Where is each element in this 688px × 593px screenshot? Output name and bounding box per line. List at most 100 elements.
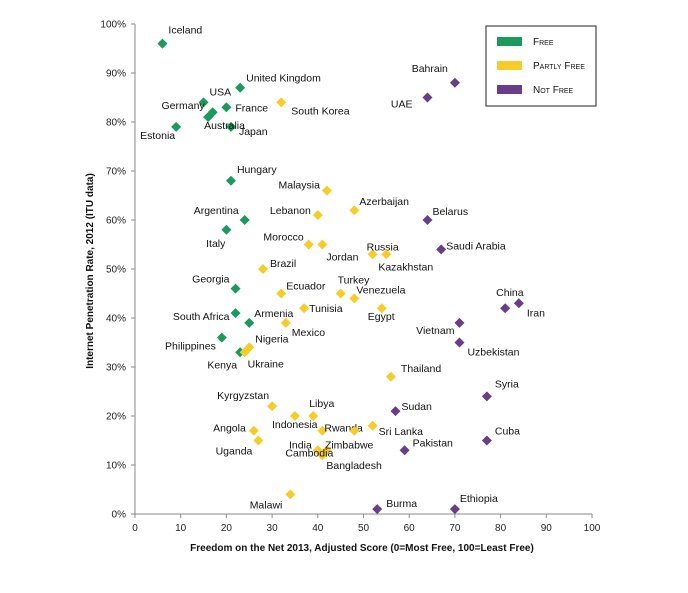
point-iran	[513, 298, 524, 309]
y-tick-label: 90%	[106, 69, 126, 80]
x-tick-label: 20	[221, 523, 233, 534]
label-iceland: Iceland	[168, 25, 202, 37]
label-australia: Australia	[204, 120, 245, 132]
label-jordan: Jordan	[326, 252, 358, 264]
label-united-kingdom: United Kingdom	[246, 73, 321, 85]
y-tick-label: 70%	[106, 167, 126, 178]
label-angola: Angola	[213, 423, 246, 435]
x-tick-label: 0	[132, 523, 138, 534]
point-bahrain	[449, 77, 460, 88]
y-tick-label: 40%	[106, 314, 126, 325]
x-tick-label: 80	[495, 523, 507, 534]
label-estonia: Estonia	[140, 130, 175, 142]
point-south-korea	[276, 97, 287, 108]
legend-label-partly-free: Partly Free	[533, 61, 585, 72]
point-vietnam	[454, 317, 465, 328]
label-bangladesh: Bangladesh	[326, 460, 382, 472]
point-turkey	[335, 288, 346, 299]
point-usa	[198, 97, 209, 108]
point-ukraine	[239, 347, 250, 358]
point-brazil	[257, 264, 268, 274]
label-tunisia: Tunisia	[309, 303, 343, 315]
x-axis-title: Freedom on the Net 2013, Adjusted Score …	[190, 543, 534, 554]
point-angola	[248, 425, 259, 436]
legend-swatch-not-free	[497, 85, 522, 94]
label-philippines: Philippines	[165, 341, 216, 353]
y-tick-label: 100%	[100, 20, 126, 31]
label-syria: Syria	[495, 378, 519, 390]
point-cuba	[481, 435, 492, 446]
point-rwanda	[317, 425, 328, 436]
point-indonesia	[289, 411, 300, 421]
legend-swatch-free	[497, 37, 522, 46]
point-belarus	[422, 215, 433, 225]
x-tick-label: 40	[312, 523, 324, 534]
label-malaysia: Malaysia	[279, 180, 321, 192]
point-china	[500, 303, 511, 314]
label-india: India	[289, 439, 312, 451]
point-malawi	[285, 489, 296, 500]
point-morocco	[303, 239, 314, 250]
point-united-kingdom	[235, 82, 246, 93]
point-sudan	[390, 406, 401, 417]
label-sri-lanka: Sri Lanka	[379, 426, 424, 438]
label-cambodia: Cambodia	[285, 448, 333, 460]
y-tick-labels: 0% 10% 20% 30% 40% 50% 60% 70% 80% 90% 100%	[100, 20, 135, 521]
label-south-korea: South Korea	[291, 105, 350, 117]
label-thailand: Thailand	[401, 363, 441, 375]
label-zimbabwe: Zimbabwe	[325, 439, 374, 451]
label-vietnam: Vietnam	[416, 325, 455, 337]
y-tick-label: 50%	[106, 265, 126, 276]
label-ecuador: Ecuador	[286, 281, 326, 293]
y-tick-label: 80%	[106, 118, 126, 129]
point-russia	[367, 249, 378, 260]
x-tick-label: 100	[584, 523, 601, 534]
point-france	[221, 102, 232, 113]
label-kazakhstan: Kazakhstan	[378, 261, 433, 273]
y-tick-label: 10%	[106, 461, 126, 472]
point-cambodia	[349, 425, 360, 436]
point-libya	[308, 411, 319, 421]
point-pakistan	[399, 445, 410, 456]
point-armenia	[244, 317, 255, 328]
x-tick-label: 30	[267, 523, 279, 534]
label-south-africa: South Africa	[173, 311, 230, 323]
point-ethiopia	[449, 504, 460, 515]
point-venezuela	[349, 293, 360, 304]
label-malawi: Malawi	[250, 499, 283, 511]
label-hungary: Hungary	[237, 164, 277, 176]
point-syria	[481, 391, 492, 402]
point-hungary	[225, 175, 236, 186]
label-argentina: Argentina	[194, 205, 239, 217]
x-tick-label: 10	[175, 523, 187, 534]
point-burma	[372, 504, 383, 515]
point-uganda	[253, 435, 264, 446]
label-iran: Iran	[527, 307, 545, 319]
point-sri-lanka	[367, 420, 378, 431]
label-indonesia: Indonesia	[272, 419, 318, 431]
point-australia	[203, 112, 214, 123]
label-georgia: Georgia	[192, 274, 230, 286]
label-lebanon: Lebanon	[270, 205, 311, 217]
label-uzbekistan: Uzbekistan	[467, 347, 519, 359]
point-estonia	[171, 121, 182, 132]
label-bahrain: Bahrain	[412, 63, 448, 75]
label-saudi-arabia: Saudi Arabia	[446, 240, 506, 252]
label-kenya: Kenya	[207, 359, 237, 371]
label-uganda: Uganda	[216, 446, 253, 458]
point-kyrgyzstan	[267, 401, 278, 412]
label-sudan: Sudan	[401, 401, 432, 413]
legend-swatch-partly-free	[497, 61, 522, 70]
x-tick-label: 70	[449, 523, 461, 534]
label-germany: Germany	[162, 100, 206, 112]
label-usa: USA	[210, 86, 232, 98]
x-tick-label: 90	[541, 523, 553, 534]
point-malaysia	[321, 185, 332, 196]
y-tick-label: 0%	[112, 510, 127, 521]
legend: Free Partly Free Not Free	[485, 25, 597, 107]
point-thailand	[385, 371, 396, 382]
point-argentina	[239, 215, 250, 225]
point-jordan	[317, 239, 328, 250]
x-tick-label: 50	[358, 523, 370, 534]
